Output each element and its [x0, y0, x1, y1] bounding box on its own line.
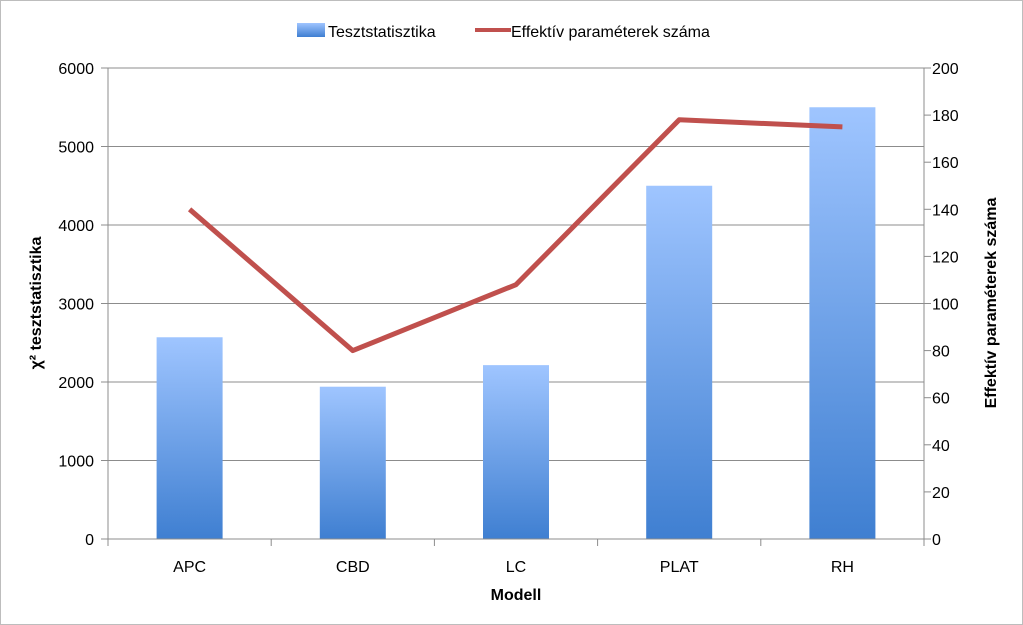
bar-apc — [156, 337, 223, 539]
left-tick-label: 2000 — [58, 375, 94, 392]
right-tick-label: 180 — [932, 108, 959, 125]
right-tick-label: 40 — [932, 438, 950, 455]
line-series — [187, 117, 843, 354]
right-tick-label: 200 — [932, 61, 959, 78]
x-category-label: CBD — [336, 559, 370, 576]
bar-plat — [646, 185, 713, 539]
legend: Tesztstatisztika Effektív paraméterek sz… — [297, 23, 710, 41]
left-tick-label: 1000 — [58, 454, 94, 471]
x-category-label: LC — [506, 559, 526, 576]
bar-cbd — [319, 386, 386, 539]
left-axis-title: χ² tesztstatisztika — [28, 237, 45, 370]
left-tick-label: 6000 — [58, 61, 94, 78]
bar-rh — [809, 107, 876, 539]
legend-bar-label: Tesztstatisztika — [328, 24, 436, 41]
bar-series — [156, 107, 876, 539]
right-tick-label: 20 — [932, 485, 950, 502]
legend-bar-swatch — [297, 23, 325, 37]
left-axis-ticks: 0 1000 2000 3000 4000 5000 6000 — [58, 61, 108, 549]
x-axis-ticks: APC CBD LC PLAT RH — [107, 539, 925, 576]
right-tick-label: 140 — [932, 202, 959, 219]
right-tick-label: 60 — [932, 391, 950, 408]
bar-lc — [483, 365, 549, 539]
effective-parameters-line — [187, 117, 843, 354]
left-tick-label: 4000 — [58, 218, 94, 235]
left-tick-label: 0 — [85, 532, 94, 549]
x-category-label: RH — [831, 559, 854, 576]
right-tick-label: 120 — [932, 249, 959, 266]
left-tick-label: 5000 — [58, 140, 94, 157]
right-axis-title: Effektív paraméterek száma — [983, 198, 1000, 409]
x-category-label: PLAT — [660, 559, 699, 576]
legend-line-label: Effektív paraméterek száma — [511, 24, 710, 41]
x-category-label: APC — [173, 559, 206, 576]
right-tick-label: 0 — [932, 532, 941, 549]
right-tick-label: 80 — [932, 344, 950, 361]
right-axis-ticks: 0 20 40 60 80 100 120 140 160 180 200 — [924, 61, 959, 549]
x-axis-title: Modell — [491, 587, 542, 604]
right-tick-label: 100 — [932, 297, 959, 314]
left-tick-label: 3000 — [58, 297, 94, 314]
right-tick-label: 160 — [932, 155, 959, 172]
